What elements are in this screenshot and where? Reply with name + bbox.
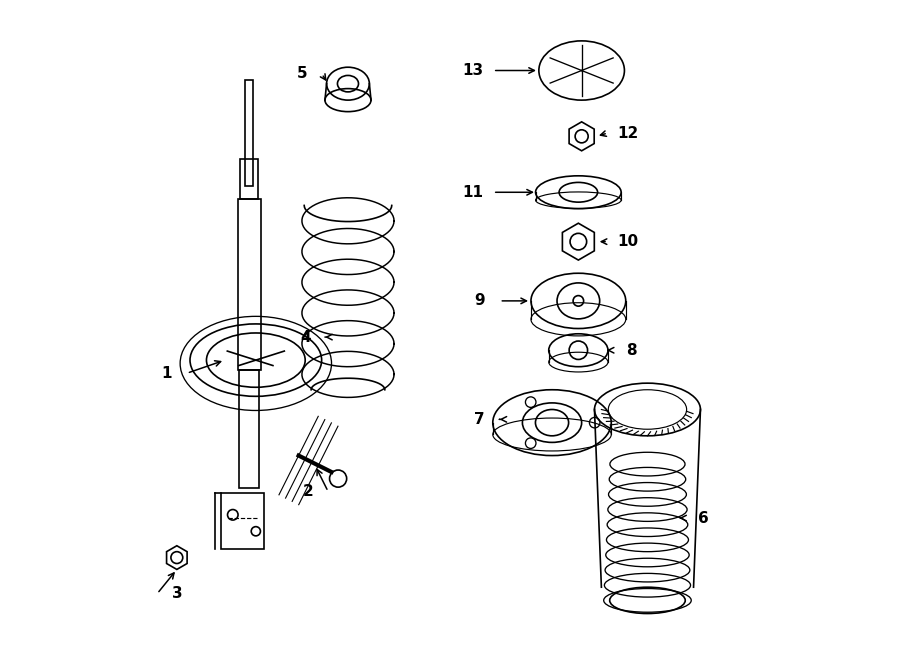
- Text: 4: 4: [300, 330, 310, 344]
- Text: 10: 10: [617, 234, 638, 249]
- Text: 6: 6: [698, 510, 709, 525]
- Text: 5: 5: [297, 66, 307, 81]
- Text: 8: 8: [626, 343, 636, 358]
- Text: 13: 13: [463, 63, 483, 78]
- Text: 9: 9: [474, 293, 485, 309]
- Text: 3: 3: [172, 586, 182, 602]
- Text: 1: 1: [162, 366, 172, 381]
- Text: 2: 2: [303, 485, 314, 499]
- Text: 12: 12: [617, 126, 638, 141]
- Text: 7: 7: [474, 412, 485, 427]
- Text: 11: 11: [463, 185, 483, 200]
